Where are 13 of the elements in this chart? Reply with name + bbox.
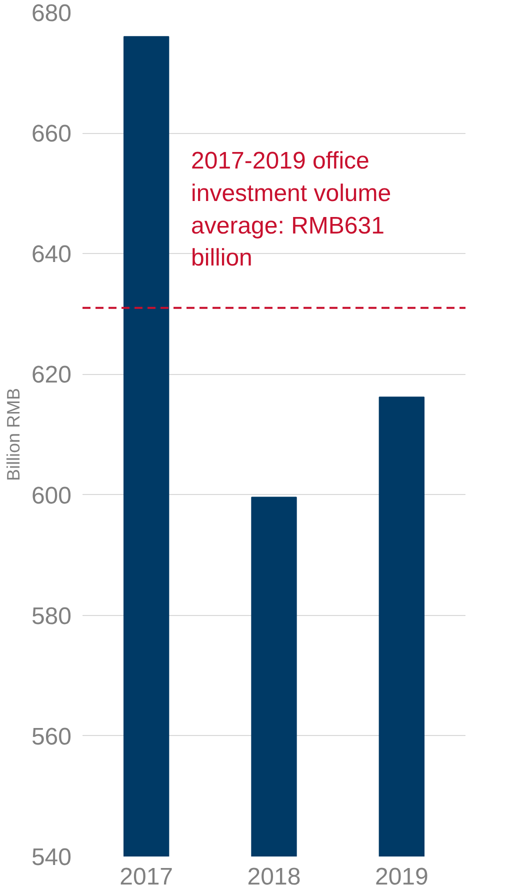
x-tick-label: 2018 [247, 864, 301, 887]
y-tick-label: 580 [31, 602, 72, 630]
y-axis-title: Billion RMB [3, 388, 24, 482]
ref-line-label: 2017-2019 office investment volume average: RMB631 billion [191, 148, 392, 272]
x-tick-label: 2019 [374, 864, 428, 887]
y-tick-label: 620 [31, 362, 72, 389]
y-tick-label: 600 [31, 482, 72, 510]
x-tick-label: 2017 [120, 864, 174, 887]
y-tick-label: 660 [31, 120, 72, 148]
y-tick-label: 640 [31, 241, 72, 268]
y-tick-label: 560 [31, 723, 72, 750]
y-tick-label: 540 [31, 844, 72, 871]
y-tick-label: 680 [31, 0, 72, 27]
